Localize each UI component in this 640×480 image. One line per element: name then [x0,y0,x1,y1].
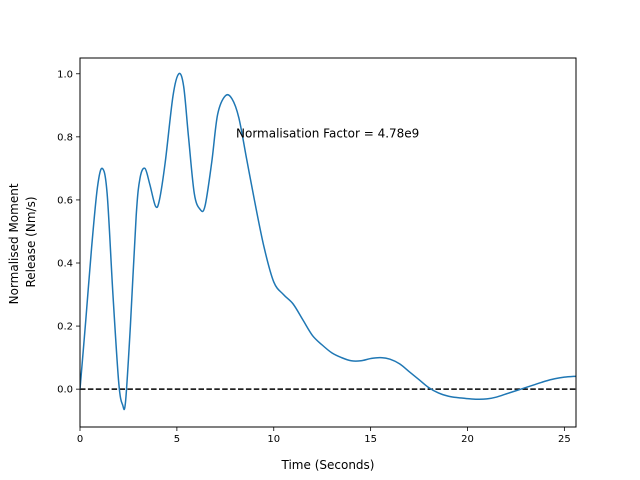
y-tick-label: 0.8 [57,132,73,143]
y-tick-label: 0.2 [57,322,73,333]
y-tick-label: 0.6 [57,195,73,206]
y-axis-label-line-2: Release (Nm/s) [24,196,38,287]
x-tick-label: 15 [364,434,377,445]
x-axis: 0 5 10 15 20 25 [77,427,571,445]
x-tick-label: 25 [558,434,571,445]
y-axis-label-line-1: Normalised Moment [7,183,21,304]
series-layer [80,72,576,411]
series-line-1 [80,72,576,411]
x-tick-label: 0 [77,434,83,445]
x-tick-label: 10 [267,434,280,445]
y-axis-label: Normalised Moment Release (Nm/s) [7,180,38,305]
plot-frame [79,57,577,428]
y-tick-label: 1.0 [57,69,73,80]
x-axis-label: Time (Seconds) [281,458,375,472]
y-tick-label: 0.4 [57,259,73,270]
y-tick-label: 0.0 [57,385,73,396]
y-axis: 0.0 0.2 0.4 0.6 0.8 1.0 [57,69,80,396]
x-tick-label: 5 [174,434,180,445]
x-tick-label: 20 [461,434,474,445]
normalisation-annotation: Normalisation Factor = 4.78e9 [236,127,419,141]
